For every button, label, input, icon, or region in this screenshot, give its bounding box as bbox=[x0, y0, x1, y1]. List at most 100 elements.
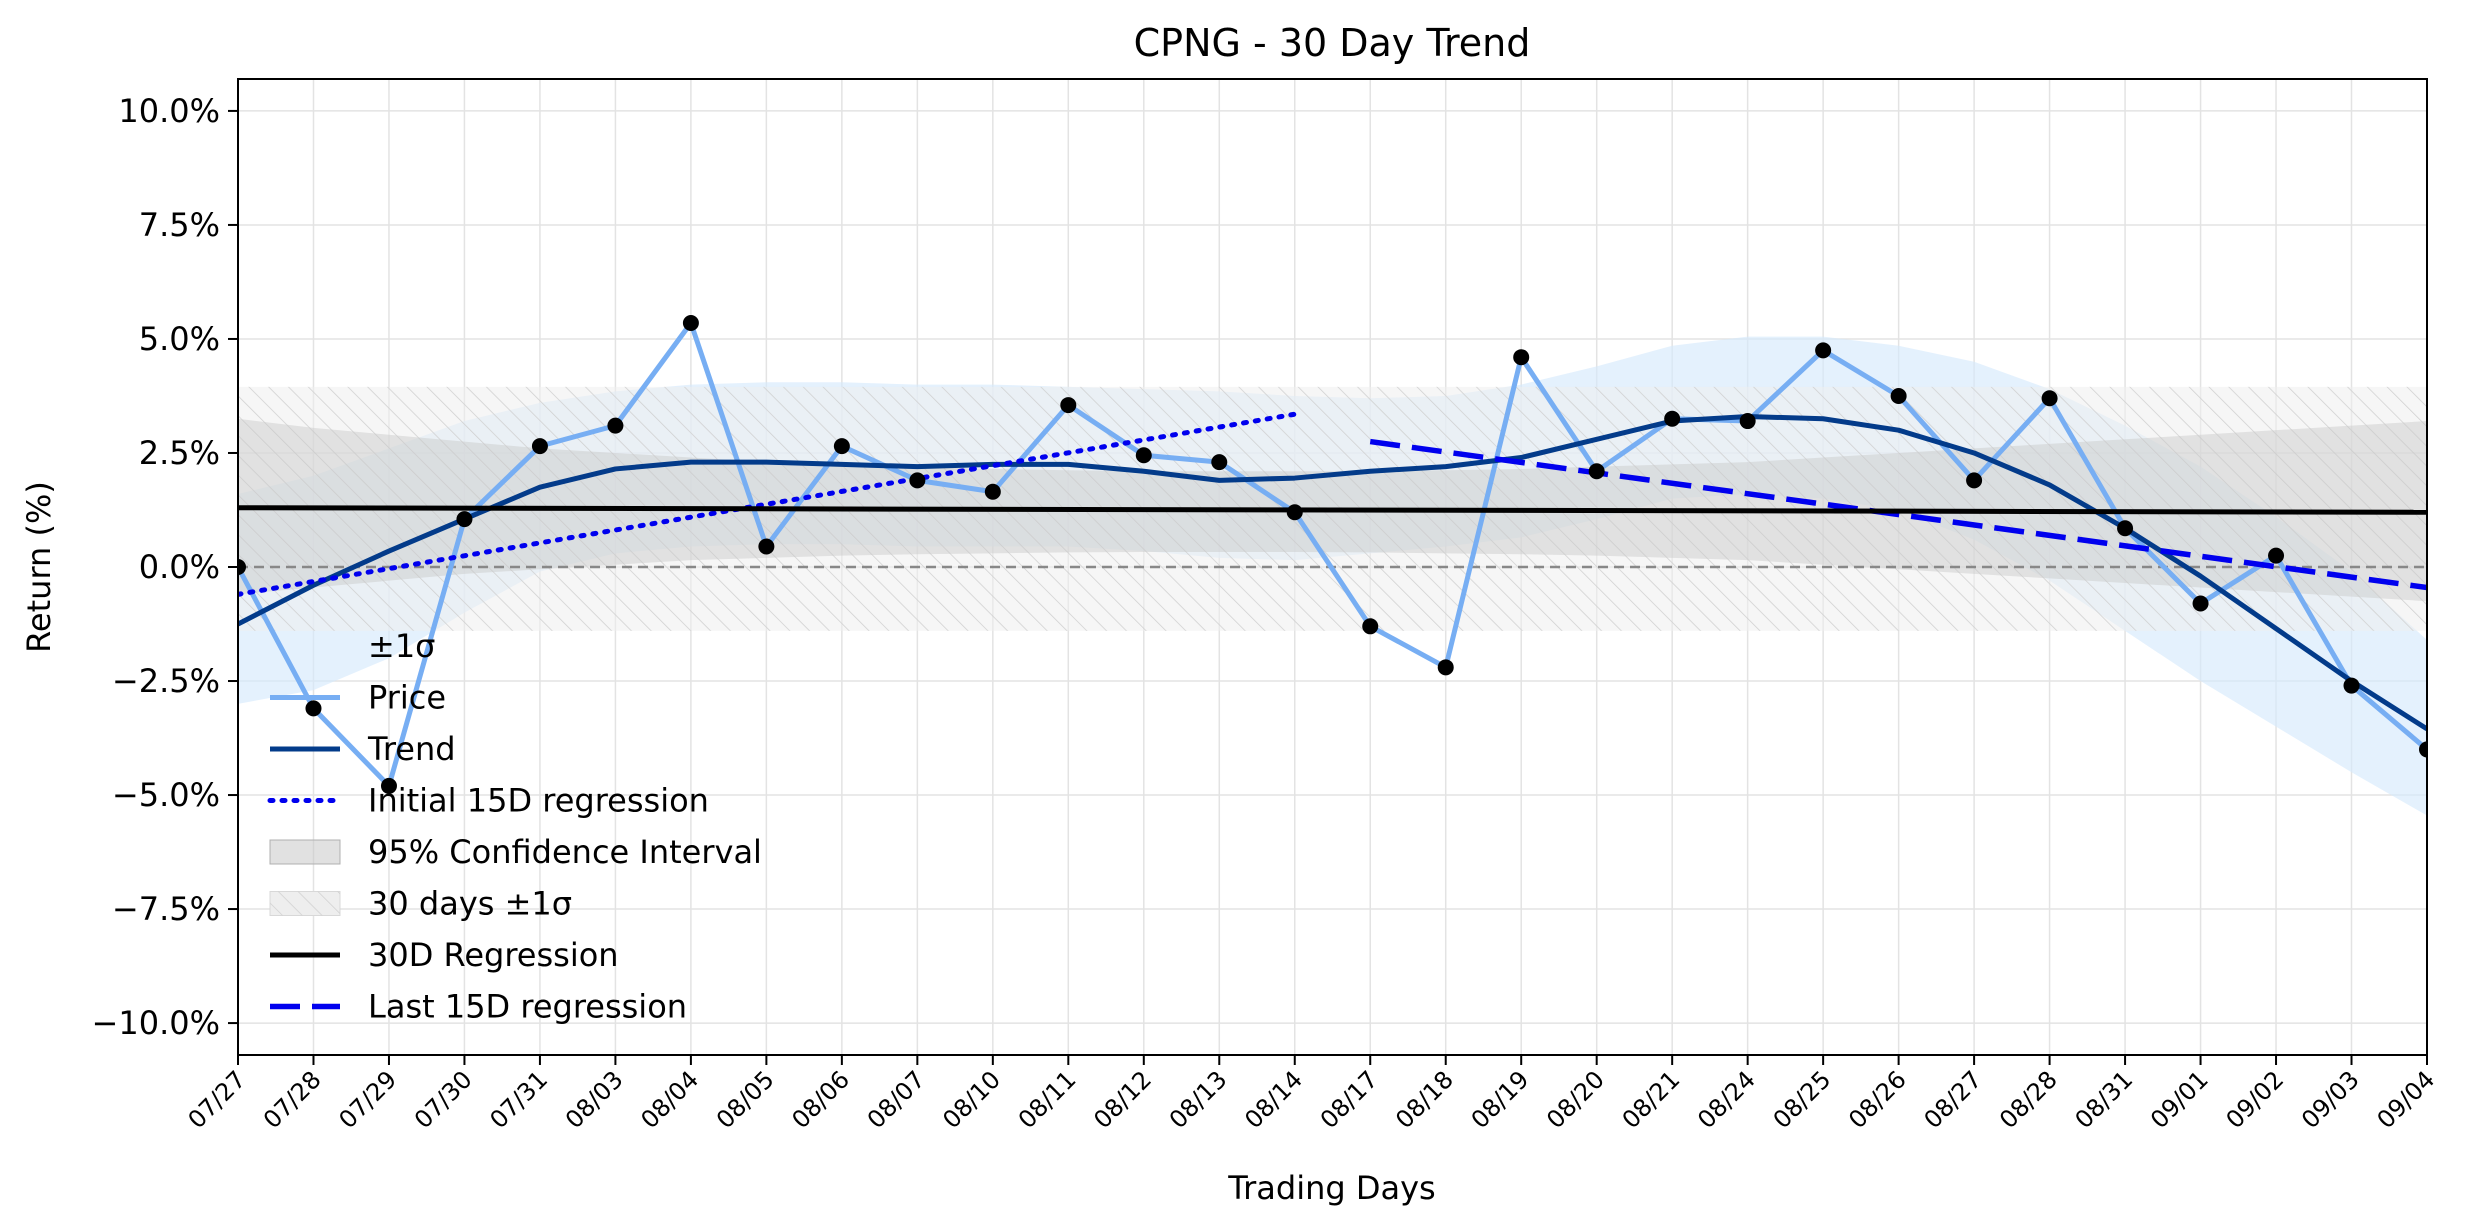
legend-confidence-interval: 95% Confidence Interval bbox=[269, 833, 762, 871]
x-tick-label: 08/24 bbox=[1692, 1065, 1761, 1134]
legend-label: Trend bbox=[367, 730, 456, 768]
price-point-08-10 bbox=[984, 483, 1001, 500]
price-point-08-03 bbox=[607, 417, 624, 434]
price-point-08-17 bbox=[1362, 618, 1379, 635]
legend-price: Price bbox=[270, 679, 446, 717]
price-point-08-31 bbox=[2117, 520, 2134, 537]
x-tick-label: 07/27 bbox=[183, 1065, 252, 1134]
y-tick-label: −7.5% bbox=[112, 890, 220, 928]
x-tick-label: 08/31 bbox=[2070, 1065, 2139, 1134]
x-tick-label: 08/20 bbox=[1541, 1065, 1610, 1134]
legend-label: Price bbox=[368, 679, 446, 717]
price-point-08-19 bbox=[1513, 349, 1530, 366]
x-tick-label: 07/30 bbox=[409, 1065, 478, 1134]
price-point-08-13 bbox=[1211, 454, 1228, 471]
price-point-07-27 bbox=[238, 559, 246, 575]
legend-label: 95% Confidence Interval bbox=[368, 833, 762, 871]
x-tick-label: 08/18 bbox=[1390, 1065, 1459, 1134]
legend-thirty-day-sigma-swatch-hatch bbox=[270, 891, 340, 916]
x-tick-label: 08/10 bbox=[937, 1065, 1006, 1134]
x-tick-label: 09/04 bbox=[2372, 1065, 2441, 1134]
x-tick-label: 08/27 bbox=[1919, 1065, 1988, 1134]
x-tick-label: 08/26 bbox=[1843, 1065, 1912, 1134]
price-point-08-07 bbox=[909, 472, 926, 489]
price-points bbox=[238, 315, 2427, 794]
price-point-08-28 bbox=[2041, 390, 2058, 407]
chart-title: CPNG - 30 Day Trend bbox=[1134, 21, 1531, 65]
price-point-08-21 bbox=[1664, 410, 1681, 427]
x-tick-label: 08/03 bbox=[560, 1065, 629, 1134]
price-point-08-26 bbox=[1890, 387, 1907, 404]
legend-trend: Trend bbox=[270, 730, 456, 768]
legend-thirty-day-regression: 30D Regression bbox=[270, 936, 619, 974]
price-point-08-27 bbox=[1966, 472, 1983, 489]
price-point-09-04 bbox=[2419, 741, 2427, 758]
legend-label: 30 days ±1σ bbox=[368, 885, 572, 923]
price-point-09-01 bbox=[2192, 595, 2209, 612]
legend: ±1σ Price Trend Initial 15D regression 95% C… bbox=[267, 627, 762, 1026]
price-point-08-11 bbox=[1060, 397, 1077, 414]
thirty-day-regression-line bbox=[238, 505, 2427, 515]
price-point-09-02 bbox=[2268, 547, 2285, 564]
y-tick-label: 10.0% bbox=[118, 92, 220, 130]
price-point-08-06 bbox=[833, 438, 850, 455]
price-point-08-18 bbox=[1437, 659, 1454, 676]
x-tick-label: 08/12 bbox=[1088, 1065, 1157, 1134]
price-point-08-05 bbox=[758, 538, 775, 555]
x-tick-label: 08/17 bbox=[1315, 1065, 1384, 1134]
y-tick-label: 2.5% bbox=[139, 434, 220, 472]
price-point-07-29 bbox=[380, 777, 397, 794]
price-point-08-20 bbox=[1588, 463, 1605, 480]
x-tick-label: 08/25 bbox=[1768, 1065, 1837, 1134]
x-axis-ticks: 07/27 07/28 07/29 07/30 07/31 08/03 08/04 08/05… bbox=[183, 1055, 2441, 1134]
legend-thirty-day-sigma: 30 days ±1σ bbox=[269, 885, 572, 923]
x-axis-label: Trading Days bbox=[1227, 1169, 1435, 1207]
x-tick-label: 08/05 bbox=[711, 1065, 780, 1134]
y-tick-label: 0.0% bbox=[139, 548, 220, 586]
x-tick-label: 08/13 bbox=[1164, 1065, 1233, 1134]
y-axis-label: Return (%) bbox=[20, 481, 58, 653]
y-tick-label: 7.5% bbox=[139, 206, 220, 244]
x-tick-label: 09/03 bbox=[2296, 1065, 2365, 1134]
y-axis-ticks: 10.0% 7.5% 5.0% 2.5% 0.0% −2.5% −5.0% −7.5% −10.… bbox=[92, 92, 238, 1042]
x-tick-label: 08/14 bbox=[1239, 1065, 1308, 1134]
price-point-08-14 bbox=[1286, 504, 1303, 521]
x-tick-label: 08/06 bbox=[786, 1065, 855, 1134]
price-point-08-25 bbox=[1815, 342, 1832, 359]
x-tick-label: 08/28 bbox=[1994, 1065, 2063, 1134]
price-point-08-24 bbox=[1739, 413, 1756, 430]
x-tick-label: 08/19 bbox=[1466, 1065, 1535, 1134]
series-lines bbox=[238, 320, 2427, 789]
price-point-07-30 bbox=[456, 511, 473, 528]
x-tick-label: 08/07 bbox=[862, 1065, 931, 1134]
x-tick-label: 09/02 bbox=[2221, 1065, 2290, 1134]
trend-line bbox=[238, 413, 2427, 732]
legend-sigma: ±1σ bbox=[368, 627, 435, 665]
x-tick-label: 07/29 bbox=[333, 1065, 402, 1134]
legend-label: ±1σ bbox=[368, 627, 435, 665]
price-point-09-03 bbox=[2343, 677, 2360, 694]
price-point-07-31 bbox=[531, 438, 548, 455]
y-tick-label: −10.0% bbox=[92, 1004, 220, 1042]
x-tick-label: 08/11 bbox=[1013, 1065, 1082, 1134]
price-point-08-04 bbox=[682, 315, 699, 331]
legend-confidence-interval-swatch bbox=[269, 839, 341, 865]
x-tick-label: 09/01 bbox=[2145, 1065, 2214, 1134]
x-tick-label: 07/31 bbox=[484, 1065, 553, 1134]
initial-15d-regression-line bbox=[238, 411, 1298, 597]
price-point-08-12 bbox=[1135, 447, 1152, 464]
legend-initial-regression: Initial 15D regression bbox=[267, 782, 709, 820]
price-line bbox=[238, 320, 2427, 789]
legend-label: 30D Regression bbox=[368, 936, 619, 974]
legend-label: Last 15D regression bbox=[368, 988, 687, 1026]
x-tick-label: 08/21 bbox=[1617, 1065, 1686, 1134]
y-tick-label: −2.5% bbox=[112, 662, 220, 700]
legend-label: Initial 15D regression bbox=[368, 782, 709, 820]
legend-last-regression: Last 15D regression bbox=[270, 988, 687, 1026]
y-tick-label: 5.0% bbox=[139, 320, 220, 358]
x-tick-label: 07/28 bbox=[258, 1065, 327, 1134]
x-tick-label: 08/04 bbox=[635, 1065, 704, 1134]
y-tick-label: −5.0% bbox=[112, 776, 220, 814]
price-point-07-28 bbox=[305, 700, 322, 717]
